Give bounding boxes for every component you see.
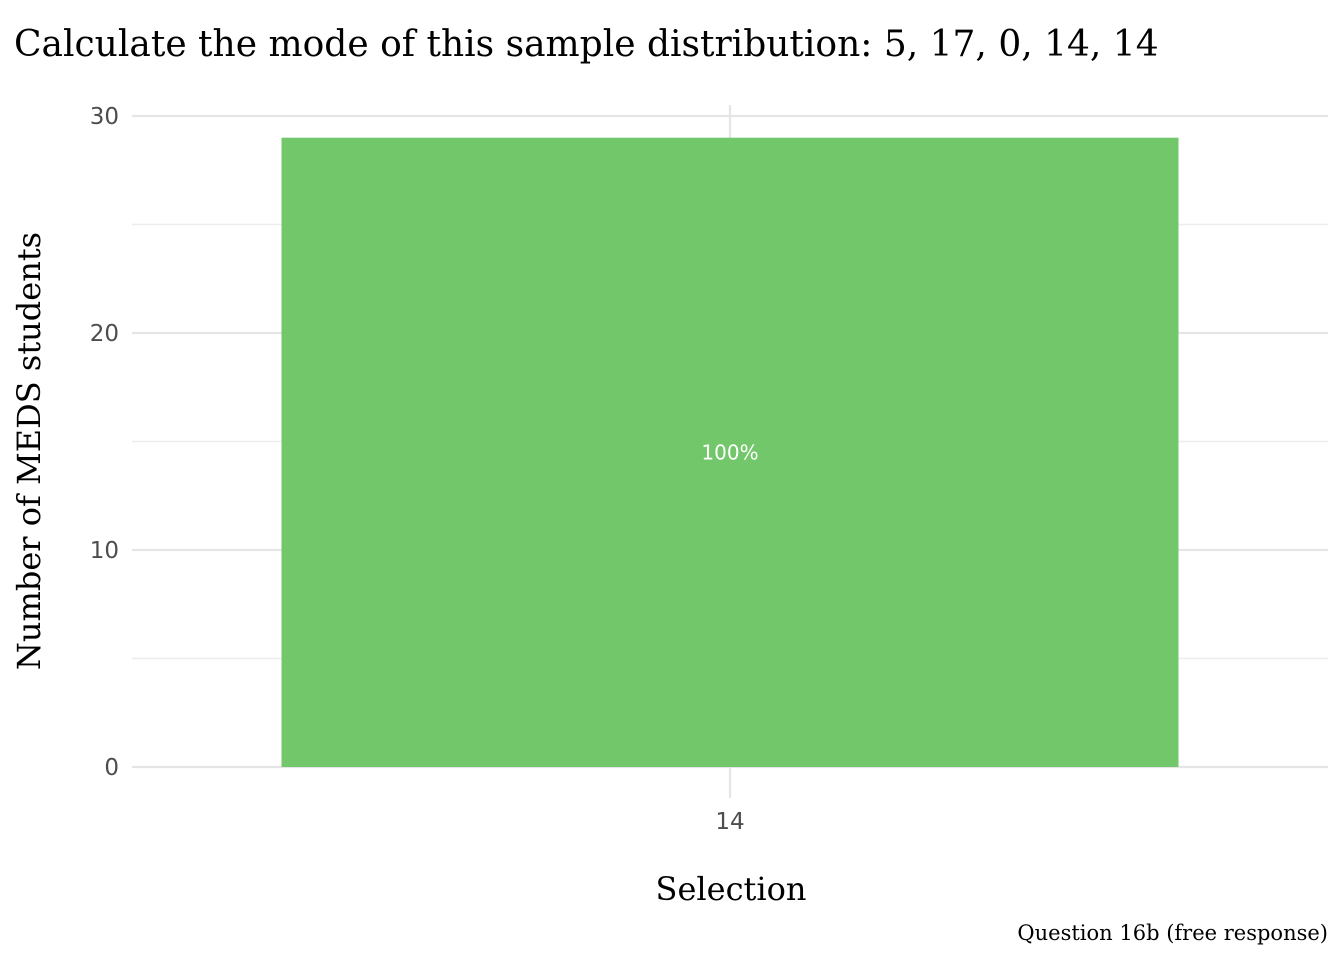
bar xyxy=(281,137,1179,767)
y-axis-ticks: 0 10 20 30 xyxy=(90,104,119,781)
bars: 100% xyxy=(281,137,1179,767)
x-axis-title: Selection xyxy=(656,870,807,908)
y-tick-label: 0 xyxy=(104,755,119,781)
bar-label: 100% xyxy=(701,440,758,464)
chart-caption: Question 16b (free response) xyxy=(1017,921,1328,945)
x-tick-label: 14 xyxy=(715,809,744,835)
y-tick-label: 10 xyxy=(90,538,119,564)
y-tick-label: 30 xyxy=(90,104,119,130)
x-axis-ticks: 14 xyxy=(715,809,744,835)
chart-title: Calculate the mode of this sample distri… xyxy=(14,24,1159,65)
y-tick-label: 20 xyxy=(90,321,119,347)
y-axis-title: Number of MEDS students xyxy=(10,232,48,670)
